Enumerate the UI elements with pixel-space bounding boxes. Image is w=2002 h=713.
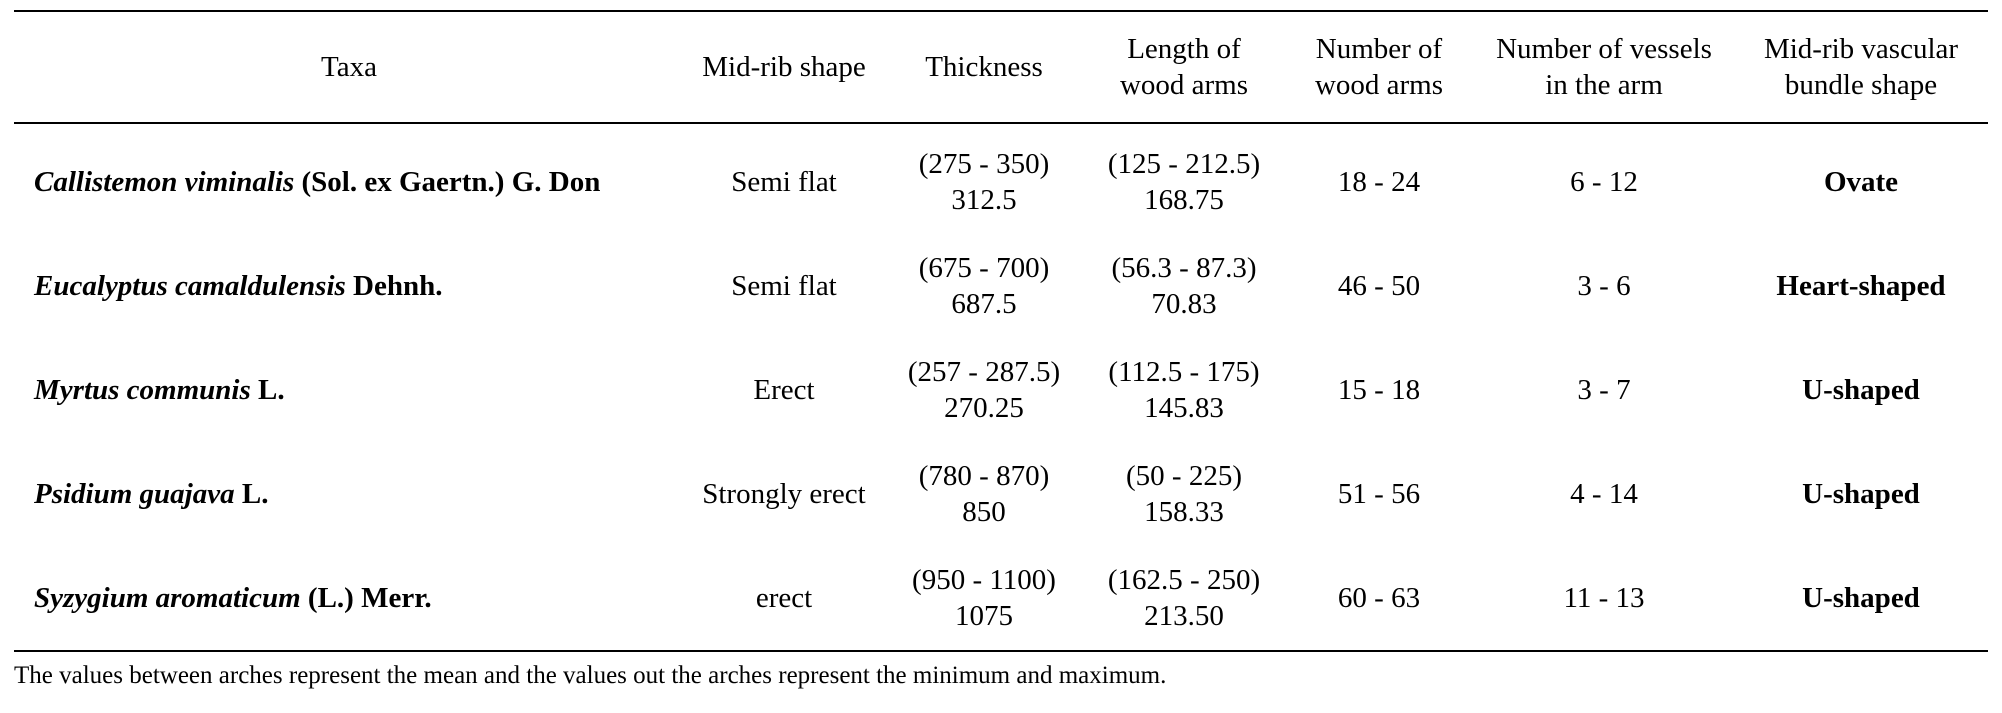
num-vessels-cell: 11 - 13: [1563, 582, 1645, 614]
length-cell: (162.5 - 250) 213.50: [1107, 564, 1261, 632]
thickness-cell: (275 - 350) 312.5: [918, 148, 1050, 216]
header-length-of-wood-arms: Length of wood arms: [1119, 33, 1249, 101]
header-bundle-shape: Mid-rib vascular bundle shape: [1763, 33, 1959, 101]
num-arms-cell: 18 - 24: [1337, 166, 1421, 198]
num-vessels-cell: 3 - 7: [1577, 374, 1631, 406]
taxa-cell: Psidium guajava L.: [34, 478, 269, 510]
table-footnote: The values between arches represent the …: [14, 662, 1167, 689]
bundle-shape-cell: U-shaped: [1802, 582, 1920, 614]
taxa-cell: Myrtus communis L.: [34, 374, 285, 406]
header-taxa: Taxa: [321, 51, 377, 83]
midrib-shape-cell: Semi flat: [731, 270, 837, 302]
header-thickness: Thickness: [925, 51, 1043, 83]
bundle-shape-cell: Heart-shaped: [1776, 270, 1946, 302]
thickness-cell: (257 - 287.5) 270.25: [907, 356, 1061, 424]
num-vessels-cell: 3 - 6: [1577, 270, 1631, 302]
table-row: Myrtus communis L. Erect (257 - 287.5) 27…: [14, 338, 1988, 442]
bundle-shape-cell: U-shaped: [1802, 374, 1920, 406]
midrib-shape-cell: erect: [755, 582, 813, 614]
thickness-cell: (675 - 700) 687.5: [918, 252, 1050, 320]
taxa-cell: Syzygium aromaticum (L.) Merr.: [34, 582, 432, 614]
table-row: Psidium guajava L. Strongly erect (780 -…: [14, 442, 1988, 546]
length-cell: (125 - 212.5) 168.75: [1107, 148, 1261, 216]
midrib-anatomy-table: Taxa Mid-rib shape Thickness Length of w…: [14, 10, 1988, 652]
table-row: Syzygium aromaticum (L.) Merr. erect (95…: [14, 546, 1988, 651]
header-number-of-wood-arms: Number of wood arms: [1314, 33, 1444, 101]
table-header: Taxa Mid-rib shape Thickness Length of w…: [14, 11, 1988, 123]
bundle-shape-cell: Ovate: [1823, 166, 1899, 198]
table-row: Eucalyptus camaldulensis Dehnh. Semi fla…: [14, 234, 1988, 338]
thickness-cell: (780 - 870) 850: [918, 460, 1050, 528]
midrib-shape-cell: Semi flat: [731, 166, 837, 198]
thickness-cell: (950 - 1100) 1075: [912, 564, 1056, 632]
taxa-cell: Eucalyptus camaldulensis Dehnh.: [34, 270, 443, 302]
header-number-of-vessels: Number of vessels in the arm: [1496, 33, 1712, 101]
table-row: Callistemon viminalis (Sol. ex Gaertn.) …: [14, 123, 1988, 234]
num-vessels-cell: 6 - 12: [1570, 166, 1638, 198]
length-cell: (56.3 - 87.3) 70.83: [1111, 252, 1257, 320]
midrib-shape-cell: Strongly erect: [702, 478, 866, 510]
num-arms-cell: 51 - 56: [1337, 478, 1421, 510]
table-container: Taxa Mid-rib shape Thickness Length of w…: [14, 10, 1988, 652]
length-cell: (112.5 - 175) 145.83: [1108, 356, 1260, 424]
header-midrib-shape: Mid-rib shape: [702, 51, 866, 83]
num-vessels-cell: 4 - 14: [1570, 478, 1638, 510]
taxa-cell: Callistemon viminalis (Sol. ex Gaertn.) …: [34, 166, 601, 198]
midrib-shape-cell: Erect: [753, 374, 815, 406]
header-row: Taxa Mid-rib shape Thickness Length of w…: [14, 11, 1988, 123]
table-body: Callistemon viminalis (Sol. ex Gaertn.) …: [14, 123, 1988, 651]
num-arms-cell: 15 - 18: [1337, 374, 1421, 406]
num-arms-cell: 46 - 50: [1337, 270, 1421, 302]
num-arms-cell: 60 - 63: [1337, 582, 1421, 614]
bundle-shape-cell: U-shaped: [1802, 478, 1920, 510]
length-cell: (50 - 225) 158.33: [1126, 460, 1242, 528]
